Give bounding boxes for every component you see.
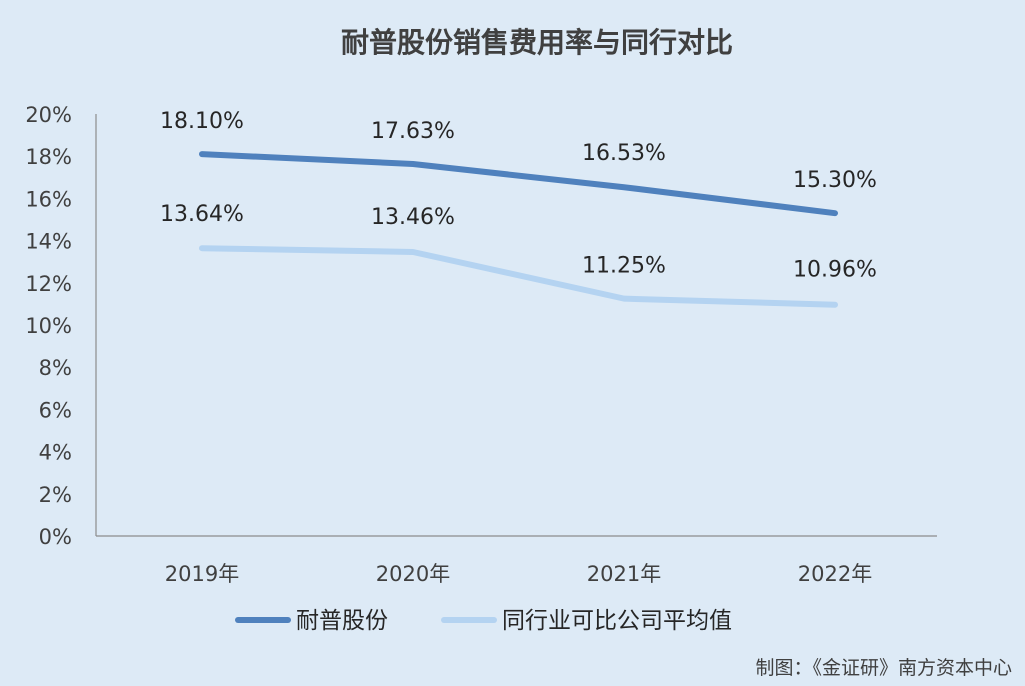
axes: 0% 2% 4% 6% 8% 10% 12% 14% 16% 18% 20% 2019年 2020年 20…: [25, 103, 937, 586]
chart-title: 耐普股份销售费用率与同行对比: [341, 26, 733, 59]
data-label: 10.96%: [793, 258, 877, 283]
series-layer: 18.10% 17.63% 16.53% 15.30% 13.64% 13.46% 11.2…: [160, 109, 877, 308]
y-tick-label: 2%: [39, 483, 72, 507]
x-tick-label: 2022年: [798, 562, 872, 586]
data-label: 17.63%: [371, 119, 455, 144]
credit-text: 制图：《金证研》南方资本中心: [755, 657, 1012, 679]
x-tick-label: 2021年: [587, 562, 661, 586]
data-label: 15.30%: [793, 168, 877, 193]
y-tick-label: 14%: [25, 230, 72, 254]
data-label: 16.53%: [582, 141, 666, 166]
y-tick-label: 18%: [25, 145, 72, 169]
y-tick-label: 10%: [25, 314, 72, 338]
legend-label-1: 耐普股份: [296, 608, 388, 634]
y-tick-label: 0%: [39, 525, 72, 549]
data-label: 18.10%: [160, 109, 244, 134]
legend-label-2: 同行业可比公司平均值: [502, 608, 732, 634]
y-tick-label: 12%: [25, 272, 72, 296]
x-tick-label: 2020年: [376, 562, 450, 586]
data-label: 11.25%: [582, 254, 666, 279]
y-tick-label: 4%: [39, 441, 72, 465]
y-tick-label: 20%: [25, 103, 72, 127]
data-label: 13.64%: [160, 202, 244, 227]
x-tick-label: 2019年: [165, 562, 239, 586]
legend: 耐普股份 同行业可比公司平均值: [235, 608, 732, 634]
data-label: 13.46%: [371, 205, 455, 230]
y-tick-label: 8%: [39, 356, 72, 380]
y-tick-label: 16%: [25, 187, 72, 211]
series-line-2: [199, 245, 838, 308]
series-line-1: [199, 151, 838, 217]
y-tick-label: 6%: [39, 398, 72, 422]
